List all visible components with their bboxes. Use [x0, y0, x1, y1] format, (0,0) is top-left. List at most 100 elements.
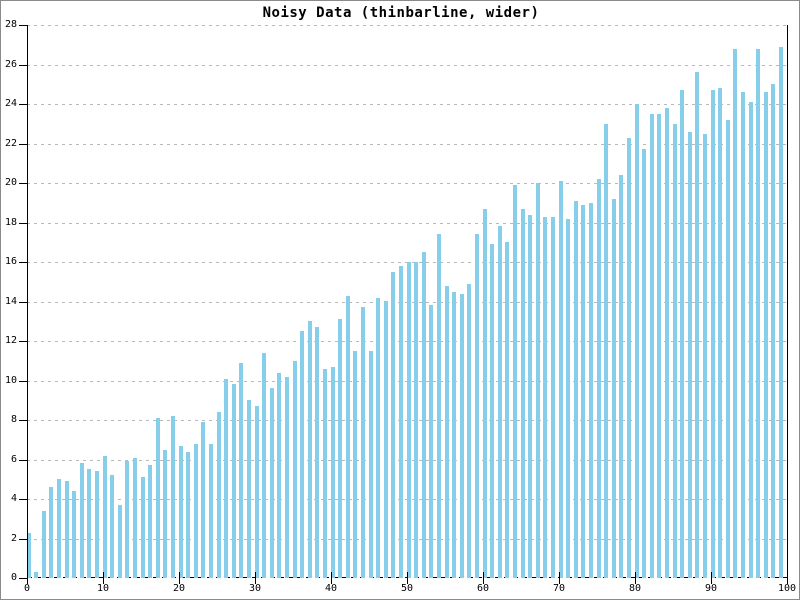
x-tick-40: [331, 572, 332, 584]
x-tick-label-80: 80: [628, 583, 642, 594]
x-tick-60: [483, 572, 484, 584]
gridline-y-24: [27, 104, 787, 105]
x-tick-70: [559, 572, 560, 584]
bar-x71: [566, 219, 571, 578]
y-tick-label-6: 6: [10, 453, 17, 465]
bar-x65: [520, 209, 525, 578]
bar-x43: [353, 351, 358, 578]
bar-x46: [376, 298, 381, 578]
y-tick-2: [19, 538, 27, 540]
bar-x58: [467, 284, 472, 578]
bar-x45: [368, 351, 373, 578]
bar-x68: [543, 217, 548, 578]
y-tick-4: [19, 499, 27, 500]
y-tick-label-10: 10: [4, 374, 17, 386]
y-tick-label-0: 0: [10, 572, 17, 583]
x-tick-90: [711, 572, 712, 584]
bar-x3: [49, 487, 54, 578]
bar-x17: [155, 418, 160, 578]
y-tick-label-4: 4: [10, 493, 17, 504]
y-tick-18: [19, 222, 27, 224]
bar-x86: [680, 90, 685, 578]
x-tick-100: [787, 572, 788, 584]
bar-x11: [110, 475, 115, 578]
bar-x94: [740, 92, 745, 578]
bar-x13: [125, 461, 130, 578]
x-tick-0: [27, 572, 28, 584]
bar-x35: [292, 361, 297, 578]
y-tick-24: [19, 104, 27, 105]
bar-x38: [315, 327, 320, 578]
y-tick-label-16: 16: [4, 256, 17, 267]
y-tick-label-2: 2: [10, 532, 17, 544]
y-tick-label-18: 18: [4, 216, 17, 228]
bar-x10: [102, 456, 107, 578]
y-tick-22: [19, 143, 27, 145]
bar-x21: [186, 452, 191, 578]
bar-x24: [208, 444, 213, 578]
bar-x39: [322, 369, 327, 578]
bar-x7: [79, 463, 84, 578]
bar-x18: [163, 450, 168, 578]
bar-x47: [383, 301, 388, 578]
bar-x55: [444, 286, 449, 578]
bar-x75: [596, 179, 601, 578]
bar-x49: [398, 266, 403, 578]
chart-title: Noisy Data (thinbarline, wider): [262, 5, 540, 21]
bar-x51: [414, 262, 419, 578]
x-tick-50: [407, 572, 408, 584]
bar-x73: [581, 205, 586, 578]
bar-x8: [87, 469, 92, 578]
y-tick-8: [19, 420, 27, 421]
bar-x22: [193, 444, 198, 578]
y-tick-label-20: 20: [4, 177, 17, 188]
gridline-y-22: [27, 143, 787, 145]
bar-x28: [239, 363, 244, 578]
bar-x66: [528, 215, 533, 578]
x-tick-label-40: 40: [324, 583, 338, 594]
bar-x78: [619, 175, 624, 578]
bar-x34: [284, 377, 289, 578]
bar-x31: [262, 353, 267, 578]
x-tick-label-50: 50: [400, 583, 414, 594]
y-tick-label-12: 12: [4, 335, 17, 346]
bar-x84: [664, 108, 669, 578]
bar-x5: [64, 481, 69, 578]
y-tick-label-8: 8: [10, 414, 17, 425]
bar-x89: [702, 134, 707, 578]
bar-x83: [657, 114, 662, 578]
bar-x60: [482, 209, 487, 578]
bar-x29: [246, 400, 251, 578]
bar-x12: [117, 505, 122, 578]
bar-x98: [771, 84, 776, 578]
bar-x79: [626, 138, 631, 578]
bar-x41: [338, 319, 343, 578]
bar-x20: [178, 446, 183, 578]
bar-x72: [573, 201, 578, 578]
x-tick-label-10: 10: [96, 583, 110, 594]
bar-x93: [733, 49, 738, 578]
bar-x88: [695, 72, 700, 578]
x-tick-label-30: 30: [248, 583, 262, 594]
bar-x23: [201, 422, 206, 578]
bar-x36: [300, 331, 305, 578]
y-axis-line: [27, 25, 28, 578]
bar-x42: [345, 296, 350, 578]
bar-x15: [140, 477, 145, 578]
x-tick-label-20: 20: [172, 583, 186, 594]
x-tick-30: [255, 572, 256, 584]
y-tick-label-14: 14: [4, 295, 17, 307]
x-tick-10: [103, 572, 104, 584]
bar-x2: [41, 511, 46, 578]
y-tick-10: [19, 380, 27, 382]
bar-x64: [512, 185, 517, 578]
bar-x87: [687, 132, 692, 578]
bar-x74: [588, 203, 593, 578]
y-tick-26: [19, 64, 27, 66]
y-tick-20: [19, 183, 27, 184]
y-tick-6: [19, 459, 27, 461]
bar-x69: [550, 217, 555, 578]
bar-x97: [763, 92, 768, 578]
x-tick-label-100: 100: [777, 583, 797, 594]
bar-x33: [277, 373, 282, 578]
